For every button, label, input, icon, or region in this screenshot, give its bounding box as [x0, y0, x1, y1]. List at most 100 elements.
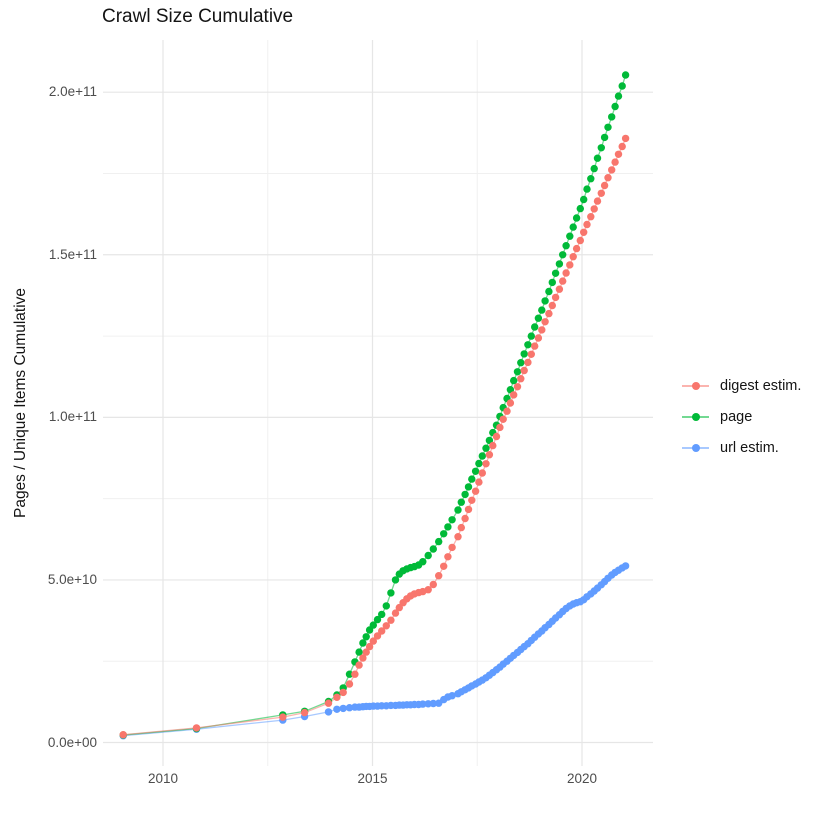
data-point: [506, 399, 515, 407]
data-point: [531, 342, 539, 350]
data-point: [562, 242, 570, 250]
data-point: [461, 514, 469, 523]
data-point: [583, 185, 591, 193]
series-line-digest-estim-: [123, 138, 627, 736]
data-point: [572, 244, 581, 253]
data-point: [600, 133, 609, 142]
data-point: [513, 368, 522, 376]
data-point: [192, 724, 201, 732]
data-point: [424, 551, 432, 560]
data-point: [569, 253, 577, 261]
data-point: [373, 632, 382, 640]
data-point: [517, 375, 525, 383]
y-tick-label: 1.0e+11: [48, 409, 97, 425]
data-point: [618, 82, 626, 90]
data-point: [382, 602, 390, 610]
data-point: [359, 654, 367, 662]
legend-item-url: url estim.: [682, 438, 801, 457]
data-point: [517, 359, 525, 367]
data-point: [545, 287, 553, 296]
series-line-url-estim-: [123, 565, 626, 737]
data-point: [435, 537, 443, 546]
data-point: [520, 350, 528, 358]
data-point: [548, 278, 556, 287]
legend-label-page: page: [720, 408, 753, 425]
data-point: [424, 586, 432, 594]
data-point: [548, 301, 556, 310]
data-point: [538, 326, 546, 334]
data-point: [333, 705, 341, 713]
data-point: [468, 475, 476, 483]
data-point: [510, 391, 518, 399]
legend: digest estim. page url estim.: [682, 376, 801, 457]
data-point: [369, 621, 377, 629]
page-legend-key-icon: [682, 411, 709, 423]
y-tick-label: 1.5e+11: [48, 246, 97, 262]
data-point: [362, 633, 370, 641]
data-point: [471, 467, 480, 475]
data-point: [345, 670, 354, 678]
data-point: [345, 704, 354, 712]
series-points-page: [119, 71, 630, 739]
data-point: [510, 376, 518, 385]
data-point: [478, 469, 486, 477]
data-point: [454, 533, 462, 541]
data-point: [387, 616, 395, 624]
data-point: [524, 358, 532, 367]
digest-legend-key-icon: [682, 380, 709, 392]
data-point: [580, 228, 588, 236]
data-point: [597, 189, 605, 197]
data-point: [475, 459, 483, 468]
data-point: [541, 318, 549, 326]
data-point: [569, 223, 577, 231]
data-point: [593, 154, 602, 162]
data-point: [520, 366, 528, 375]
x-tick-label: 2015: [357, 771, 388, 786]
data-point: [378, 627, 386, 635]
data-point: [448, 543, 456, 552]
data-point: [580, 195, 588, 204]
data-point: [587, 213, 595, 221]
data-point: [444, 553, 452, 561]
data-point: [464, 505, 473, 514]
data-point: [387, 589, 395, 597]
data-point: [429, 699, 437, 708]
data-point: [621, 134, 630, 143]
data-point: [551, 269, 560, 277]
data-point: [373, 615, 382, 624]
data-point: [448, 692, 456, 700]
data-point: [391, 576, 400, 584]
data-point: [572, 214, 581, 222]
data-point: [593, 197, 602, 205]
data-point: [600, 181, 609, 190]
data-point: [621, 562, 630, 570]
data-point: [475, 478, 483, 486]
data-point: [478, 452, 486, 460]
data-point: [378, 610, 386, 619]
legend-label-url: url estim.: [720, 439, 779, 456]
data-point: [440, 562, 448, 570]
data-point: [562, 269, 570, 277]
data-point: [454, 506, 462, 514]
data-point: [555, 285, 564, 293]
data-point: [485, 451, 494, 459]
data-point: [503, 407, 511, 415]
data-point: [604, 174, 612, 182]
data-point: [435, 572, 443, 580]
data-point: [339, 688, 347, 697]
data-point: [492, 432, 501, 441]
data-point: [345, 680, 354, 688]
data-point: [440, 530, 448, 538]
data-point: [457, 498, 465, 506]
data-point: [482, 460, 490, 468]
y-tick-label: 0.0e+00: [47, 734, 97, 750]
data-point: [419, 558, 427, 566]
data-point: [429, 545, 437, 553]
data-point: [333, 693, 341, 701]
data-point: [499, 415, 507, 423]
data-point: [448, 516, 456, 524]
legend-label-digest: digest estim.: [720, 377, 802, 394]
url-legend-key-icon: [682, 442, 709, 454]
data-point: [538, 306, 546, 314]
legend-item-page: page: [682, 407, 801, 426]
